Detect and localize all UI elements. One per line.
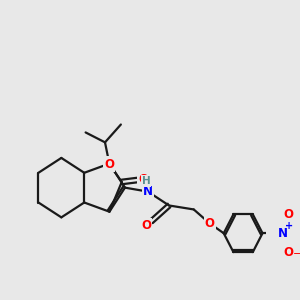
Text: N: N [143, 185, 153, 198]
Text: S: S [105, 157, 114, 170]
Text: O: O [283, 245, 293, 259]
Text: O: O [138, 173, 148, 187]
Text: O: O [205, 217, 214, 230]
Text: O: O [283, 208, 293, 221]
Text: +: + [285, 221, 293, 231]
Text: −: − [293, 249, 300, 259]
Text: H: H [142, 176, 151, 186]
Text: O: O [141, 219, 151, 232]
Text: N: N [278, 227, 288, 240]
Text: O: O [104, 158, 114, 171]
